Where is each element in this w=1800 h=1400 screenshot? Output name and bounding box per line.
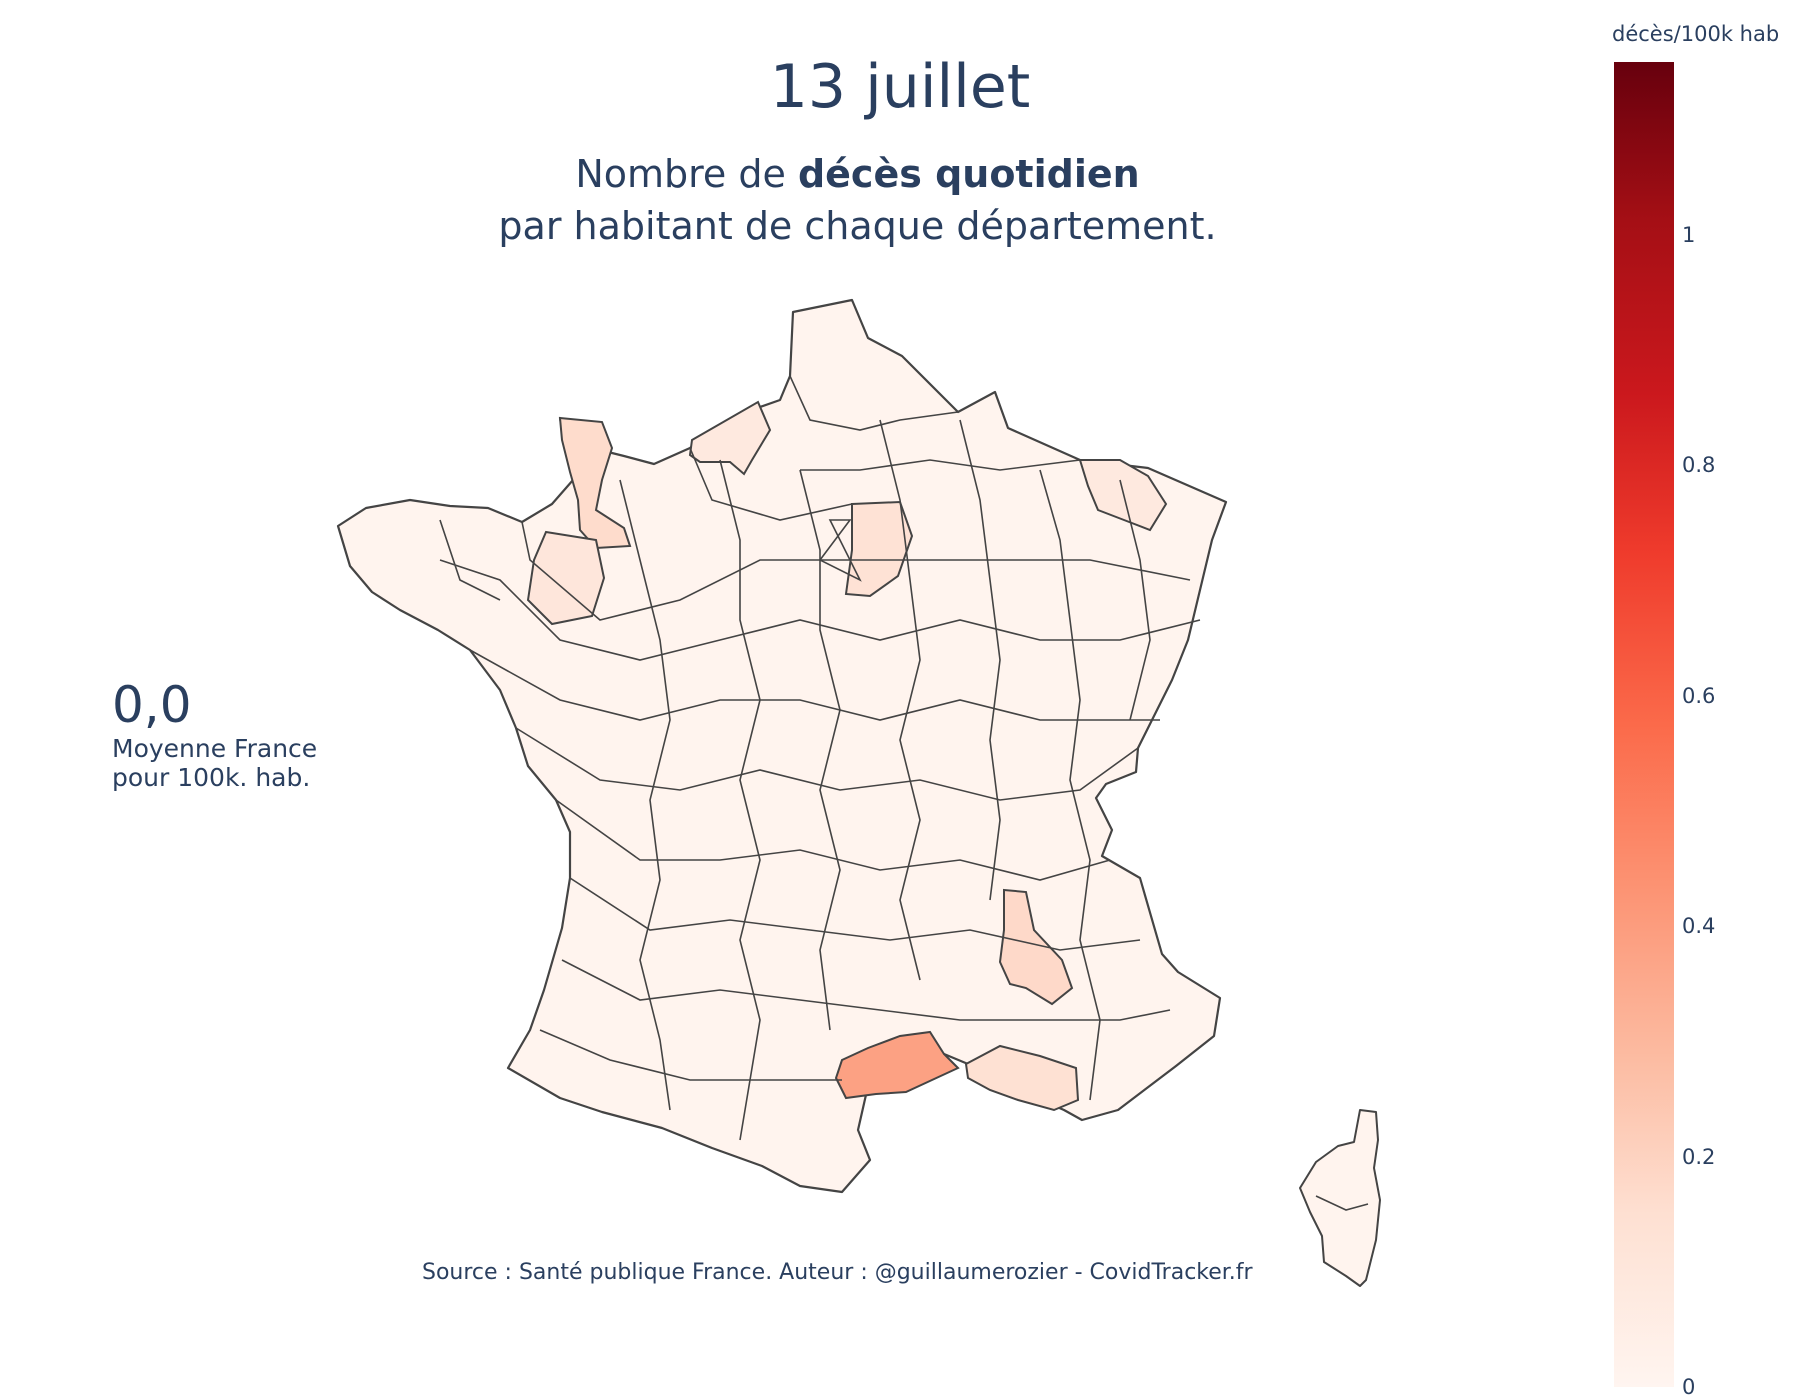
border-line — [619, 479, 671, 1111]
border-line — [539, 1029, 842, 1081]
region-mayenne — [526, 530, 606, 626]
border-line — [439, 519, 501, 601]
border-line — [879, 419, 921, 981]
colorbar-tick-label: 0.6 — [1682, 683, 1716, 708]
border-line — [719, 459, 761, 1141]
average-label-line2: pour 100k. hab. — [112, 763, 311, 792]
border-line — [800, 459, 1081, 471]
colorbar-tick-label: 0 — [1682, 1375, 1696, 1399]
map-subtitle: Nombre de décès quotidien par habitant d… — [0, 148, 1715, 252]
france-average-value: 0,0 — [112, 676, 192, 734]
colorbar-tick-label: 0.4 — [1682, 914, 1716, 939]
border-line — [818, 519, 862, 582]
region-aube — [844, 500, 914, 598]
subtitle-line2: par habitant de chaque département. — [498, 204, 1217, 248]
subtitle-bold: décès quotidien — [797, 152, 1140, 196]
colorbar-tick-label: 0.8 — [1682, 453, 1716, 478]
border-line — [799, 469, 841, 1031]
region-herault — [834, 1030, 960, 1100]
corsica-border — [1315, 1195, 1369, 1211]
border-line — [555, 799, 1111, 881]
france-average-label: Moyenne France pour 100k. hab. — [112, 734, 317, 792]
map-title: 13 juillet — [769, 52, 1031, 122]
department-borders — [439, 375, 1201, 1141]
corsica — [1299, 1109, 1381, 1287]
border-line — [521, 521, 1191, 621]
subtitle-prefix: Nombre de — [575, 152, 798, 196]
colorbar — [1614, 62, 1674, 1387]
border-line — [469, 649, 1160, 721]
france-mainland — [336, 298, 1228, 1194]
border-line — [689, 447, 853, 521]
colorbar-tick-label: 1 — [1682, 222, 1696, 247]
source-note: Source : Santé publique France. Auteur :… — [422, 1260, 1253, 1285]
border-line — [789, 375, 959, 431]
border-line — [569, 877, 1141, 951]
border-line — [1039, 469, 1101, 1101]
average-label-line1: Moyenne France — [112, 734, 318, 763]
colorbar-tick-label: 0.2 — [1682, 1144, 1716, 1169]
border-line — [1119, 479, 1151, 721]
border-line — [515, 727, 1139, 801]
border-line — [561, 959, 1171, 1021]
border-line — [439, 559, 1201, 661]
region-manche — [558, 416, 632, 550]
colorbar-title: décès/100k hab — [1612, 22, 1780, 46]
region-drome — [998, 888, 1074, 1006]
region-bouches-du-rhone — [964, 1044, 1080, 1112]
border-line — [959, 419, 1001, 901]
